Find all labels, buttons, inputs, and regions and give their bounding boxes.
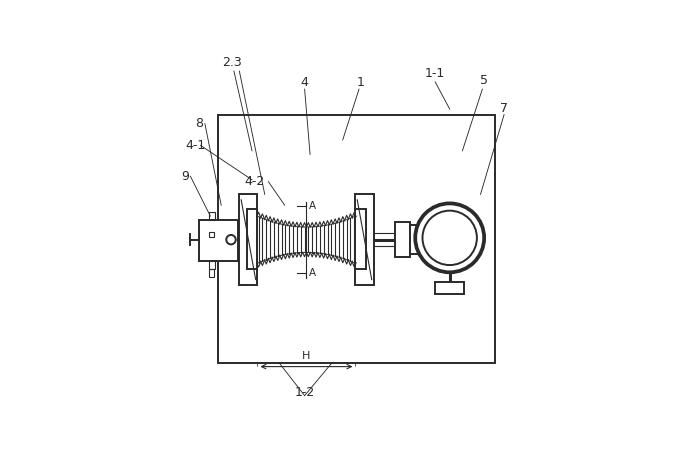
- Text: A: A: [309, 268, 316, 278]
- Polygon shape: [355, 195, 374, 285]
- Polygon shape: [410, 225, 421, 254]
- Polygon shape: [355, 209, 367, 268]
- Polygon shape: [435, 283, 464, 294]
- Text: 4-1: 4-1: [185, 139, 205, 152]
- Circle shape: [227, 235, 236, 244]
- Polygon shape: [395, 222, 410, 257]
- Text: 2.3: 2.3: [222, 56, 242, 69]
- Text: 4-2: 4-2: [245, 175, 265, 188]
- Text: H: H: [302, 351, 311, 361]
- Text: 8: 8: [195, 117, 204, 130]
- Text: 7: 7: [500, 102, 508, 114]
- Text: 5: 5: [480, 74, 488, 87]
- Circle shape: [415, 203, 484, 272]
- Text: 1-2: 1-2: [295, 386, 315, 399]
- Polygon shape: [239, 195, 257, 285]
- Text: 4: 4: [300, 76, 309, 89]
- Polygon shape: [440, 283, 460, 286]
- Polygon shape: [199, 219, 238, 261]
- Text: A: A: [309, 201, 316, 211]
- Text: 1: 1: [357, 76, 365, 89]
- Text: 9: 9: [181, 170, 189, 183]
- Text: 1-1: 1-1: [425, 67, 445, 80]
- Polygon shape: [247, 209, 257, 268]
